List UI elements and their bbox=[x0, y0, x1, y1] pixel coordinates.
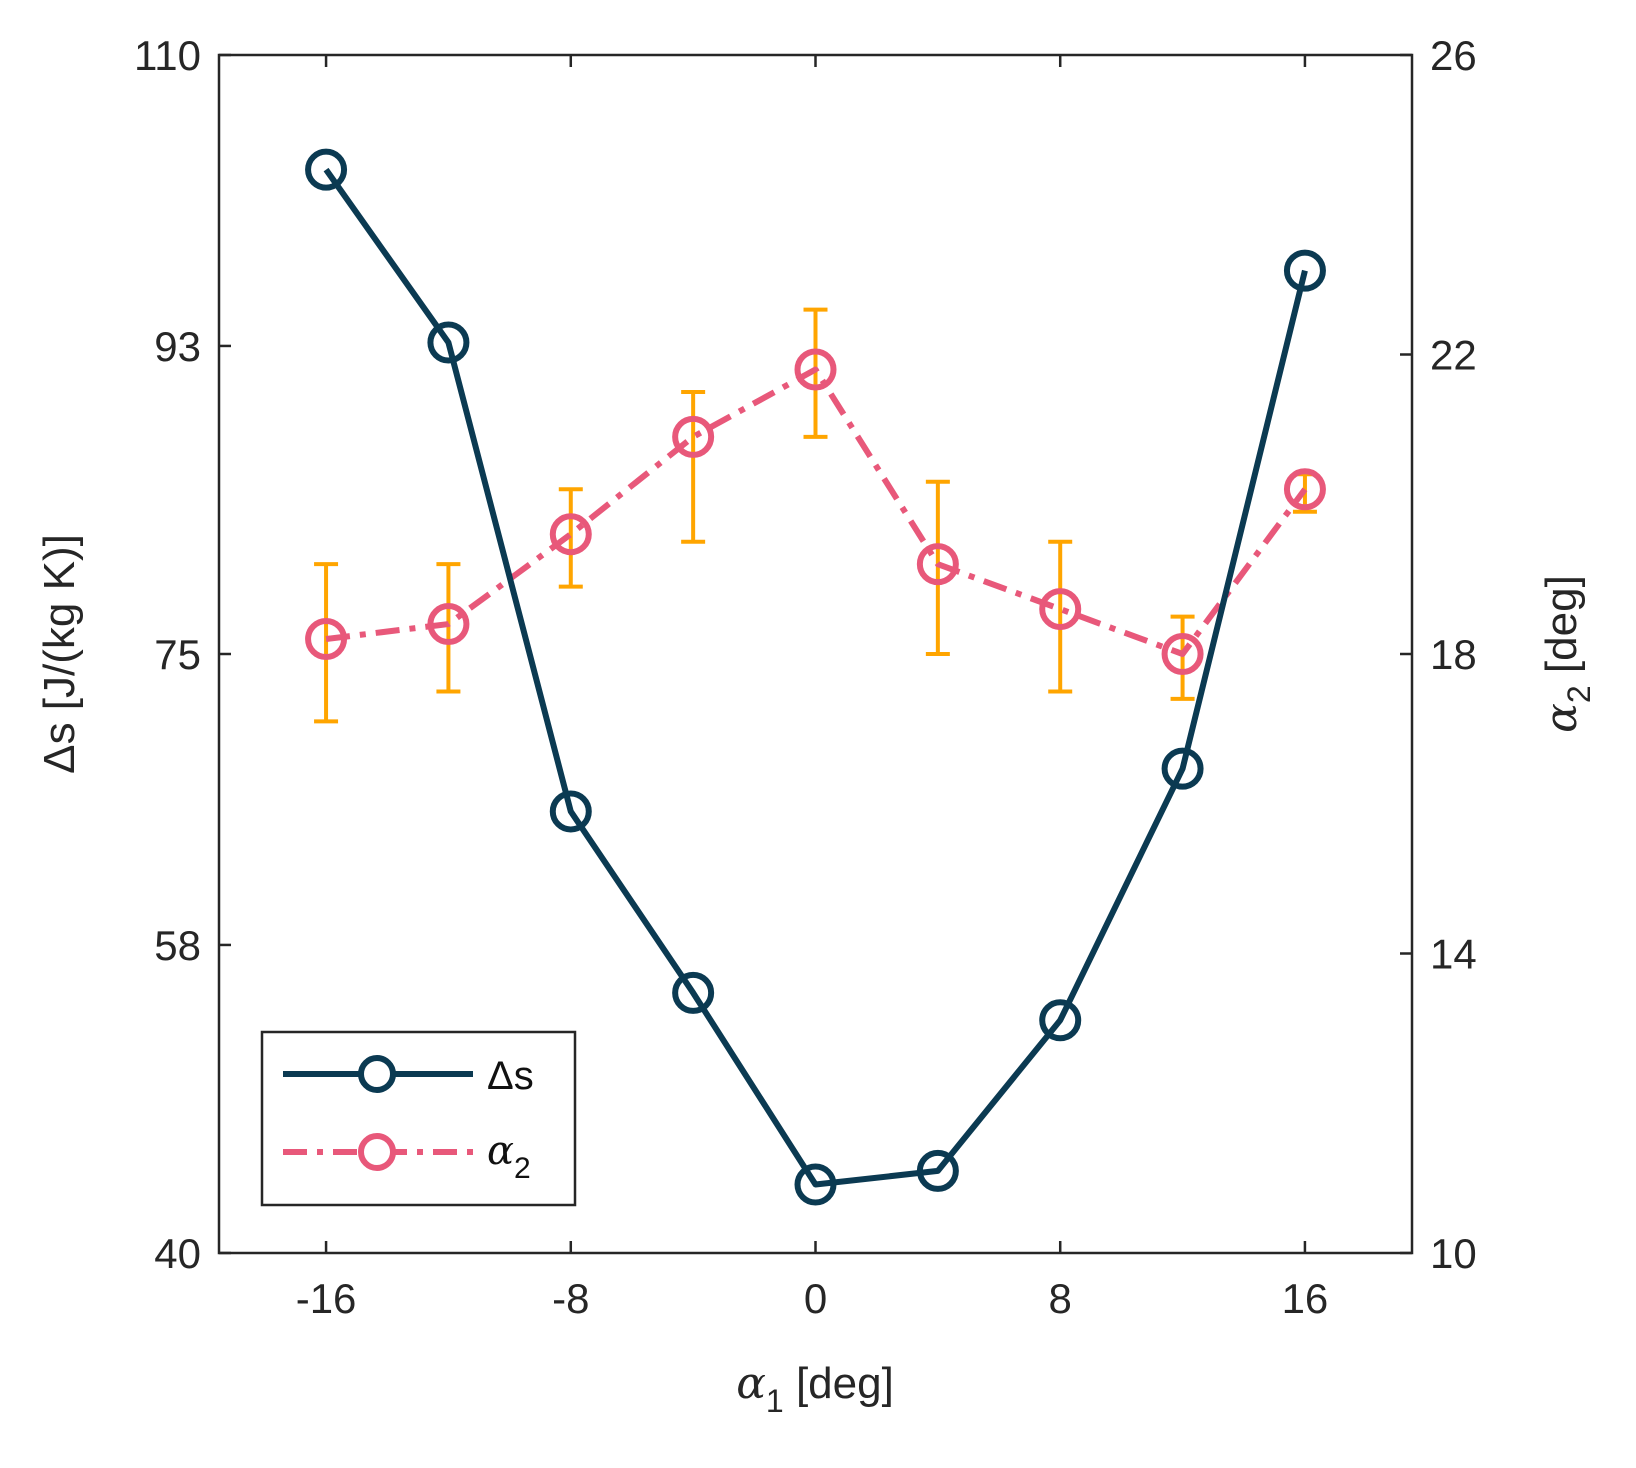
y-tick-label-left: 40 bbox=[154, 1230, 201, 1277]
x-title-space bbox=[784, 1359, 796, 1408]
y-tick-label-right: 10 bbox=[1430, 1230, 1477, 1277]
series-line-delta-s bbox=[323, 167, 1308, 1188]
point-marker-delta-s bbox=[305, 148, 348, 191]
point-marker-alpha2 bbox=[1283, 468, 1326, 511]
x-title-symbol: α bbox=[736, 1358, 766, 1409]
legend-alpha2-subscript: 2 bbox=[514, 1152, 531, 1185]
point-marker-alpha2 bbox=[305, 618, 348, 661]
x-title-unit: [deg] bbox=[796, 1359, 894, 1408]
point-marker-alpha2 bbox=[1039, 588, 1082, 631]
legend-box bbox=[260, 1030, 577, 1207]
x-title-subscript: 1 bbox=[766, 1383, 784, 1419]
axis-ticks-group: -16 -8 0 8 16 40 58 75 93 110 10 14 18 22 26 bbox=[134, 32, 1477, 1322]
x-tick-label: -16 bbox=[296, 1275, 357, 1322]
y-tick-label-right: 18 bbox=[1430, 631, 1477, 678]
point-marker-delta-s bbox=[794, 1163, 837, 1206]
y-tick-label-right: 26 bbox=[1430, 32, 1477, 79]
x-tick-label: 8 bbox=[1049, 1275, 1072, 1322]
y-right-title-symbol: α bbox=[1536, 703, 1587, 733]
point-marker-alpha2 bbox=[916, 543, 959, 586]
x-axis-title: α1 [deg] bbox=[736, 1358, 894, 1419]
y-right-title-subscript: 2 bbox=[1561, 685, 1597, 703]
point-marker-delta-s bbox=[549, 790, 592, 833]
legend-label-delta-s: Δs bbox=[487, 1054, 534, 1098]
series-group bbox=[305, 148, 1326, 1206]
point-marker-delta-s bbox=[1039, 999, 1082, 1042]
y-tick-label-left: 58 bbox=[154, 922, 201, 969]
y-tick-label-right: 22 bbox=[1430, 332, 1477, 379]
point-marker-alpha2 bbox=[794, 348, 837, 391]
y-right-title-unit: [deg] bbox=[1537, 575, 1586, 673]
y-axis-title-right: α2 [deg] bbox=[1536, 575, 1597, 733]
x-tick-label: 0 bbox=[804, 1275, 827, 1322]
legend-marker-alpha2 bbox=[358, 1133, 396, 1171]
point-marker-delta-s bbox=[427, 321, 470, 364]
y-tick-label-left: 93 bbox=[154, 323, 201, 370]
point-marker-alpha2 bbox=[549, 513, 592, 556]
point-marker-delta-s bbox=[1161, 747, 1204, 790]
y-right-title-space bbox=[1537, 673, 1586, 685]
legend-label-alpha2: α2 bbox=[487, 1128, 531, 1185]
point-marker-alpha2 bbox=[672, 415, 715, 458]
y-tick-label-left: 110 bbox=[134, 32, 201, 79]
y-axis-title-left: Δs [J/(kg K)] bbox=[35, 534, 84, 774]
point-marker-alpha2 bbox=[1161, 633, 1204, 675]
y-tick-label-right: 14 bbox=[1430, 931, 1477, 978]
x-tick-label: -8 bbox=[552, 1275, 589, 1322]
point-marker-delta-s bbox=[672, 971, 715, 1014]
legend-marker-delta-s bbox=[358, 1055, 396, 1093]
series-line-alpha2 bbox=[325, 366, 1308, 657]
point-marker-delta-s bbox=[1283, 249, 1326, 292]
legend-alpha2-symbol: α bbox=[487, 1128, 514, 1174]
x-tick-label: 16 bbox=[1282, 1275, 1329, 1322]
y-tick-label-left: 75 bbox=[154, 631, 201, 678]
legend: Δs α2 bbox=[260, 1030, 577, 1207]
point-marker-alpha2 bbox=[427, 603, 470, 646]
point-marker-delta-s bbox=[916, 1149, 959, 1192]
